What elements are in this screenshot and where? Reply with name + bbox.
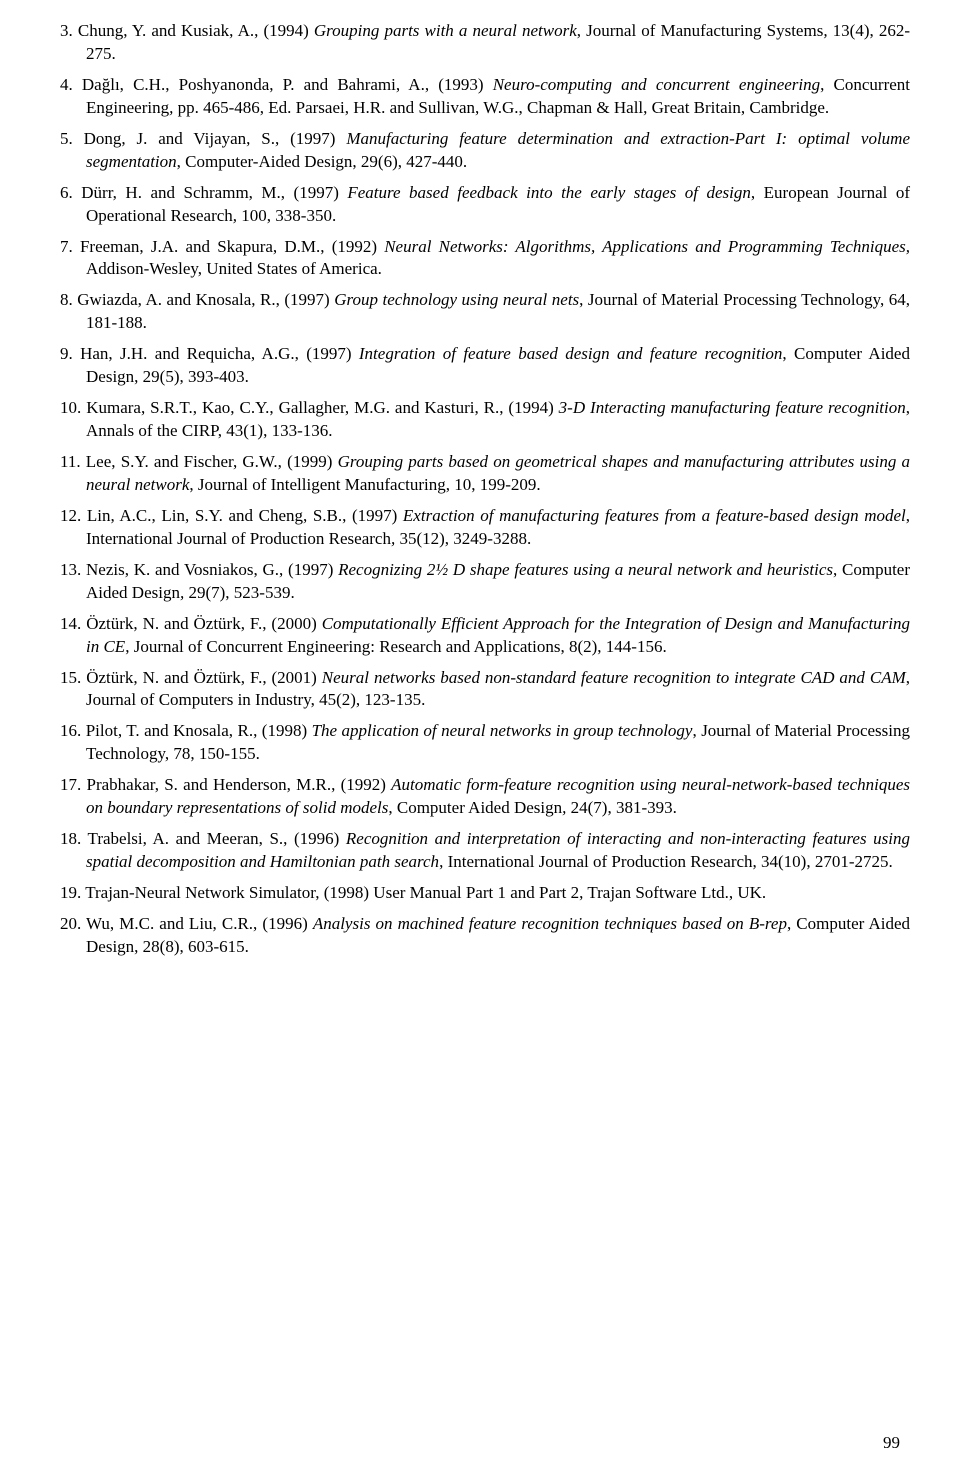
reference-item: Lee, S.Y. and Fischer, G.W., (1999) Grou… [60, 451, 910, 497]
reference-item: Dağlı, C.H., Poshyanonda, P. and Bahrami… [60, 74, 910, 120]
reference-item: Dürr, H. and Schramm, M., (1997) Feature… [60, 182, 910, 228]
reference-item: Nezis, K. and Vosniakos, G., (1997) Reco… [60, 559, 910, 605]
reference-item: Freeman, J.A. and Skapura, D.M., (1992) … [60, 236, 910, 282]
reference-item: Öztürk, N. and Öztürk, F., (2001) Neural… [60, 667, 910, 713]
reference-item: Kumara, S.R.T., Kao, C.Y., Gallagher, M.… [60, 397, 910, 443]
reference-item: Chung, Y. and Kusiak, A., (1994) Groupin… [60, 20, 910, 66]
reference-item: Pilot, T. and Knosala, R., (1998) The ap… [60, 720, 910, 766]
reference-item: Trabelsi, A. and Meeran, S., (1996) Reco… [60, 828, 910, 874]
reference-item: Öztürk, N. and Öztürk, F., (2000) Comput… [60, 613, 910, 659]
reference-item: Dong, J. and Vijayan, S., (1997) Manufac… [60, 128, 910, 174]
reference-item: Han, J.H. and Requicha, A.G., (1997) Int… [60, 343, 910, 389]
reference-item: Lin, A.C., Lin, S.Y. and Cheng, S.B., (1… [60, 505, 910, 551]
page-number: 99 [883, 1432, 900, 1455]
reference-list: Chung, Y. and Kusiak, A., (1994) Groupin… [60, 20, 910, 959]
reference-item: Gwiazda, A. and Knosala, R., (1997) Grou… [60, 289, 910, 335]
reference-item: Trajan-Neural Network Simulator, (1998) … [60, 882, 910, 905]
reference-item: Wu, M.C. and Liu, C.R., (1996) Analysis … [60, 913, 910, 959]
reference-item: Prabhakar, S. and Henderson, M.R., (1992… [60, 774, 910, 820]
